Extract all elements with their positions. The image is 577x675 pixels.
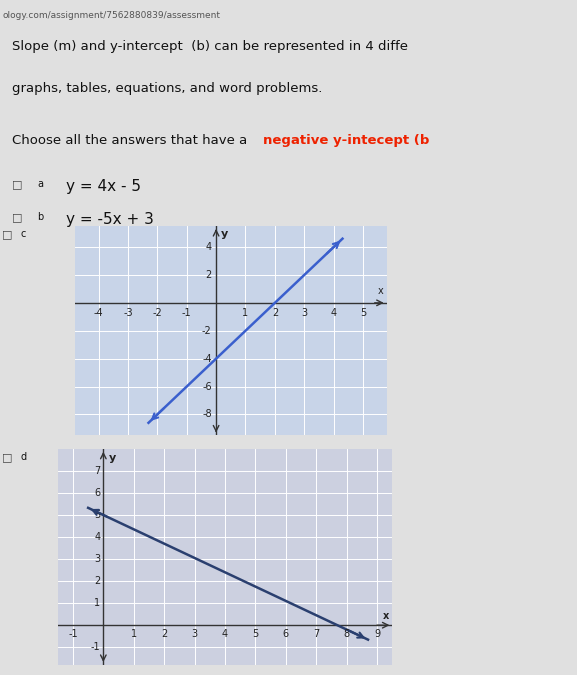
Text: d: d	[21, 452, 27, 462]
Text: 5: 5	[252, 628, 258, 639]
Text: y = -5x + 3: y = -5x + 3	[66, 212, 154, 227]
Text: ology.com/assignment/7562880839/assessment: ology.com/assignment/7562880839/assessme…	[3, 11, 221, 20]
Text: 1: 1	[131, 628, 137, 639]
Text: -1: -1	[68, 628, 78, 639]
Text: 7: 7	[313, 628, 320, 639]
Text: -2: -2	[202, 326, 212, 335]
Text: b: b	[38, 212, 44, 222]
Text: 6: 6	[283, 628, 289, 639]
Text: a: a	[38, 179, 43, 189]
Text: □: □	[12, 212, 22, 222]
Text: 4: 4	[222, 628, 228, 639]
Text: 2: 2	[94, 576, 100, 586]
Text: -1: -1	[91, 642, 100, 652]
Text: -6: -6	[202, 381, 212, 391]
Text: c: c	[21, 230, 26, 240]
Text: x: x	[378, 286, 384, 296]
Text: -8: -8	[202, 410, 212, 419]
Text: -3: -3	[123, 308, 133, 319]
Text: 4: 4	[94, 532, 100, 542]
Text: 1: 1	[242, 308, 249, 319]
Text: -4: -4	[202, 354, 212, 364]
Text: □: □	[2, 230, 13, 240]
Text: 7: 7	[94, 466, 100, 476]
Text: 2: 2	[272, 308, 278, 319]
Text: 9: 9	[374, 628, 380, 639]
Text: 3: 3	[301, 308, 308, 319]
Text: 5: 5	[94, 510, 100, 520]
Text: 8: 8	[344, 628, 350, 639]
Text: negative y-intecept (b: negative y-intecept (b	[263, 134, 429, 147]
Text: □: □	[2, 452, 13, 462]
Text: Choose all the answers that have a: Choose all the answers that have a	[12, 134, 251, 147]
Text: graphs, tables, equations, and word problems.: graphs, tables, equations, and word prob…	[12, 82, 322, 95]
Text: -2: -2	[152, 308, 162, 319]
Text: 2: 2	[161, 628, 167, 639]
Text: -4: -4	[93, 308, 103, 319]
Text: 3: 3	[94, 554, 100, 564]
Text: 6: 6	[94, 488, 100, 498]
Text: Slope (m) and y-intercept  (b) can be represented in 4 diffe: Slope (m) and y-intercept (b) can be rep…	[12, 40, 407, 53]
Text: -1: -1	[182, 308, 192, 319]
Text: 4: 4	[205, 242, 212, 252]
Text: y = 4x - 5: y = 4x - 5	[66, 179, 141, 194]
Text: 4: 4	[331, 308, 337, 319]
Text: 2: 2	[205, 270, 212, 280]
Text: □: □	[12, 179, 22, 189]
Text: 5: 5	[360, 308, 366, 319]
Text: y: y	[109, 454, 116, 463]
Text: y: y	[222, 229, 228, 239]
Text: x: x	[383, 611, 389, 621]
Text: 1: 1	[94, 598, 100, 608]
Text: 3: 3	[192, 628, 198, 639]
